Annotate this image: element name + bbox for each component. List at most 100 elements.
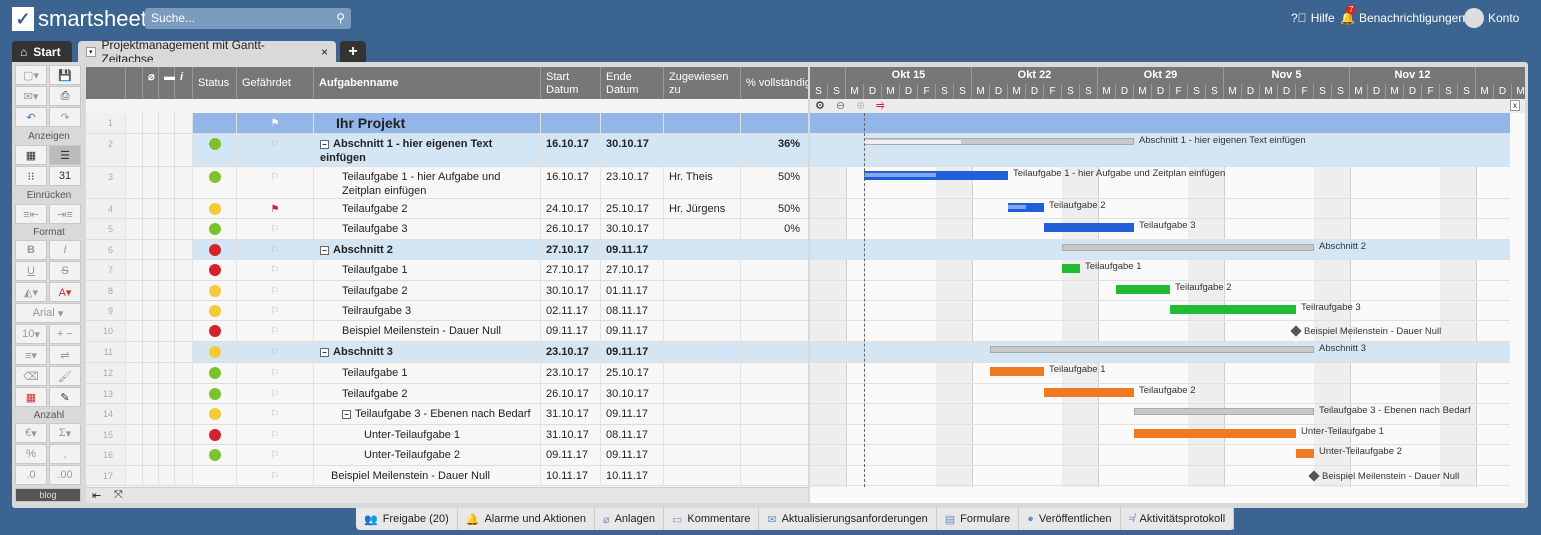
zoom-in-icon[interactable]: ⊕: [856, 100, 866, 112]
table-row[interactable]: 9 ⚐ Teilraufgabe 3 02.11.17 08.11.17: [86, 301, 808, 321]
gantt-bar[interactable]: [1008, 203, 1044, 212]
tab-menu-icon[interactable]: ▾: [86, 46, 96, 57]
start-date-cell[interactable]: 31.10.17: [541, 425, 601, 445]
info-header-icon[interactable]: i: [175, 67, 193, 99]
bottom-tab-paperclip[interactable]: ⌀ Anlagen: [595, 508, 664, 530]
task-name-cell[interactable]: Teilaufgabe 2: [314, 281, 541, 301]
status-cell[interactable]: [193, 240, 237, 260]
percent-button[interactable]: %: [15, 444, 47, 464]
task-name-cell[interactable]: Unter-Teilaufgabe 1: [314, 425, 541, 445]
flag-cell[interactable]: ⚐: [237, 260, 314, 281]
currency-button[interactable]: € ▾: [15, 423, 47, 443]
assigned-cell[interactable]: [664, 134, 741, 167]
start-date-cell[interactable]: 30.10.17: [541, 281, 601, 301]
table-row[interactable]: 6 ⚐ − Abschnitt 2 27.10.17 09.11.17: [86, 240, 808, 260]
start-date-cell[interactable]: 24.10.17: [541, 199, 601, 219]
bottom-tab-bell[interactable]: 🔔 Alarme und Aktionen: [458, 508, 595, 530]
start-date-cell[interactable]: 09.11.17: [541, 445, 601, 466]
assigned-cell[interactable]: Hr. Jürgens: [664, 199, 741, 219]
zoom-out-icon[interactable]: ⊖: [836, 100, 846, 112]
header-pct[interactable]: % vollständig: [741, 67, 808, 99]
status-cell[interactable]: [193, 404, 237, 425]
status-cell[interactable]: [193, 321, 237, 342]
end-date-cell[interactable]: 09.11.17: [601, 404, 664, 425]
header-start[interactable]: Start Datum: [541, 67, 601, 99]
start-date-cell[interactable]: 02.11.17: [541, 301, 601, 321]
highlight-icon[interactable]: ✎: [49, 387, 81, 407]
status-cell[interactable]: [193, 134, 237, 167]
gantt-bar[interactable]: [1062, 264, 1080, 273]
status-cell[interactable]: [193, 384, 237, 404]
table-row[interactable]: 12 ⚐ Teilaufgabe 1 23.10.17 25.10.17: [86, 363, 808, 384]
end-date-cell[interactable]: 08.11.17: [601, 301, 664, 321]
status-cell[interactable]: [193, 425, 237, 445]
end-date-cell[interactable]: 30.10.17: [601, 134, 664, 167]
end-date-cell[interactable]: 09.11.17: [601, 321, 664, 342]
task-name-cell[interactable]: Teilaufgabe 1 - hier Aufgabe und Zeitpla…: [314, 167, 541, 199]
end-date-cell[interactable]: 30.10.17: [601, 384, 664, 404]
flag-cell[interactable]: ⚑: [237, 199, 314, 219]
end-date-cell[interactable]: 01.11.17: [601, 281, 664, 301]
assigned-cell[interactable]: [664, 363, 741, 384]
table-row[interactable]: 14 ⚐ − Teilaufgabe 3 - Ebenen nach Bedarf 31…: [86, 404, 808, 425]
comment-header-icon[interactable]: ▬: [159, 67, 175, 99]
flag-icon[interactable]: ⚐: [270, 471, 280, 482]
header-flag[interactable]: Gefährdet: [237, 67, 314, 99]
format-painter-icon[interactable]: 🖌: [49, 366, 81, 386]
flag-icon[interactable]: ⚐: [270, 326, 280, 337]
decrease-decimal-button[interactable]: .0: [15, 465, 47, 485]
pct-complete-cell[interactable]: [741, 404, 808, 425]
pct-complete-cell[interactable]: [741, 260, 808, 281]
email-icon[interactable]: ✉▾: [15, 86, 47, 106]
assigned-cell[interactable]: [664, 342, 741, 363]
bottom-tab-update-request[interactable]: ✉ Aktualisierungsanforderungen: [759, 508, 937, 530]
gantt-view-icon[interactable]: ☰: [49, 145, 81, 165]
gantt-bar[interactable]: [990, 346, 1314, 353]
critical-path-icon[interactable]: ⥤: [876, 99, 885, 111]
task-name-cell[interactable]: Beispiel Meilenstein - Dauer Null: [314, 466, 541, 486]
toolbar-more-button[interactable]: blog: [15, 488, 81, 502]
end-date-cell[interactable]: 09.11.17: [601, 240, 664, 260]
flag-icon[interactable]: ⚐: [270, 245, 280, 256]
table-row[interactable]: 5 ⚐ Teilaufgabe 3 26.10.17 30.10.17 0%: [86, 219, 808, 240]
help-link[interactable]: ?⃝ Hilfe: [1291, 11, 1335, 25]
flag-cell[interactable]: ⚐: [237, 321, 314, 342]
start-date-cell[interactable]: [541, 113, 601, 134]
start-date-cell[interactable]: 23.10.17: [541, 342, 601, 363]
card-view-icon[interactable]: ⁝⁝: [15, 166, 47, 186]
task-name-cell[interactable]: Beispiel Meilenstein - Dauer Null: [314, 321, 541, 342]
end-date-cell[interactable]: 25.10.17: [601, 363, 664, 384]
pct-complete-cell[interactable]: [741, 342, 808, 363]
flag-icon[interactable]: ⚐: [270, 172, 280, 183]
flag-icon[interactable]: ⚑: [270, 204, 280, 215]
table-row[interactable]: 1 ⚑ Ihr Projekt: [86, 113, 808, 134]
pct-complete-cell[interactable]: [741, 363, 808, 384]
attachment-header-icon[interactable]: ⌀: [143, 67, 159, 99]
calendar-view-icon[interactable]: 31: [49, 166, 81, 186]
start-date-cell[interactable]: 10.11.17: [541, 466, 601, 486]
end-date-cell[interactable]: 25.10.17: [601, 199, 664, 219]
assigned-cell[interactable]: [664, 466, 741, 486]
flag-icon[interactable]: ⚐: [270, 450, 280, 461]
pct-complete-cell[interactable]: [741, 466, 808, 486]
flag-cell[interactable]: ⚐: [237, 384, 314, 404]
underline-button[interactable]: U: [15, 261, 47, 281]
flag-cell[interactable]: ⚐: [237, 404, 314, 425]
pct-complete-cell[interactable]: [741, 281, 808, 301]
flag-cell[interactable]: ⚐: [237, 167, 314, 199]
status-cell[interactable]: [193, 281, 237, 301]
flag-cell[interactable]: ⚑: [237, 113, 314, 134]
flag-cell[interactable]: ⚐: [237, 363, 314, 384]
end-date-cell[interactable]: 09.11.17: [601, 445, 664, 466]
undo-icon[interactable]: ↶: [15, 107, 47, 127]
header-status[interactable]: Status: [193, 67, 237, 99]
gantt-bar[interactable]: [864, 171, 1008, 180]
account-link[interactable]: Konto: [1464, 8, 1519, 28]
gantt-bar[interactable]: [990, 367, 1044, 376]
italic-button[interactable]: I: [49, 240, 81, 260]
task-name-cell[interactable]: − Abschnitt 3: [314, 342, 541, 363]
status-cell[interactable]: [193, 301, 237, 321]
pct-complete-cell[interactable]: [741, 384, 808, 404]
strikethrough-button[interactable]: S: [49, 261, 81, 281]
sum-button[interactable]: Σ ▾: [49, 423, 81, 443]
